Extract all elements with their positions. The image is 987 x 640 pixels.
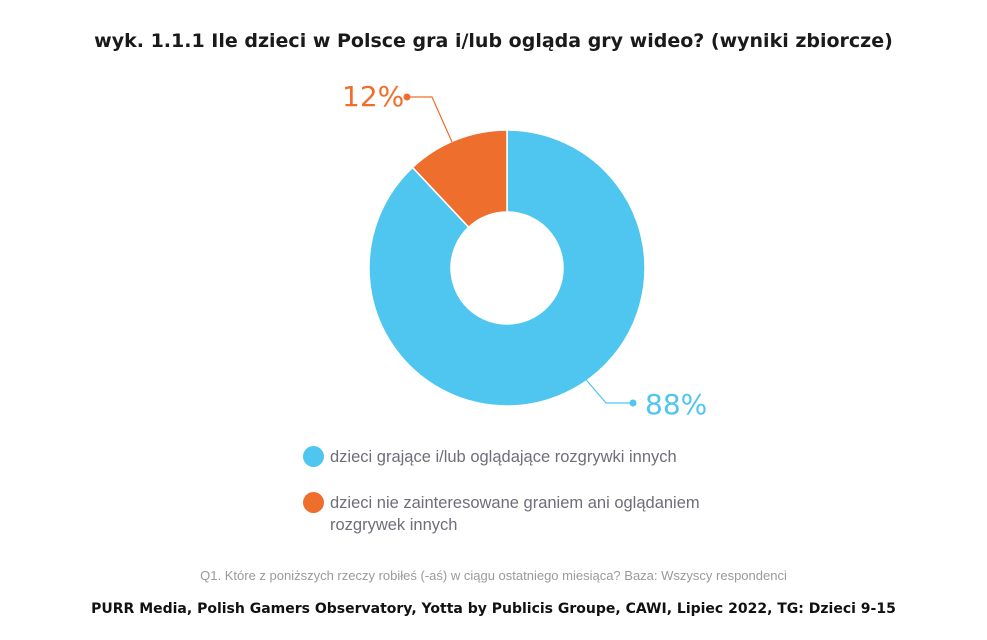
leader-line-88 xyxy=(547,334,633,404)
legend-label: dzieci grające i/lub oglądające rozgrywk… xyxy=(330,448,677,466)
data-label-88: 88% xyxy=(645,388,707,421)
legend-item-playing: dzieci grające i/lub oglądające rozgrywk… xyxy=(303,446,677,468)
leader-dot-88 xyxy=(629,399,637,407)
donut-slice-1 xyxy=(411,129,508,229)
legend-swatch-orange xyxy=(303,492,324,513)
leader-dot-12 xyxy=(403,93,411,101)
legend-label: dzieci nie zainteresowane graniem ani og… xyxy=(330,494,700,534)
legend-swatch-blue xyxy=(303,446,324,467)
legend-item-not-interested: dzieci nie zainteresowane graniem ani og… xyxy=(303,492,723,536)
leader-line-12 xyxy=(407,96,453,143)
donut-slice-0 xyxy=(368,129,646,407)
data-label-12: 12% xyxy=(342,80,404,113)
source-note: PURR Media, Polish Gamers Observatory, Y… xyxy=(91,601,896,617)
question-note: Q1. Które z poniższych rzeczy robiłeś (-… xyxy=(200,568,787,583)
chart-title: wyk. 1.1.1 Ile dzieci w Polsce gra i/lub… xyxy=(94,30,893,52)
